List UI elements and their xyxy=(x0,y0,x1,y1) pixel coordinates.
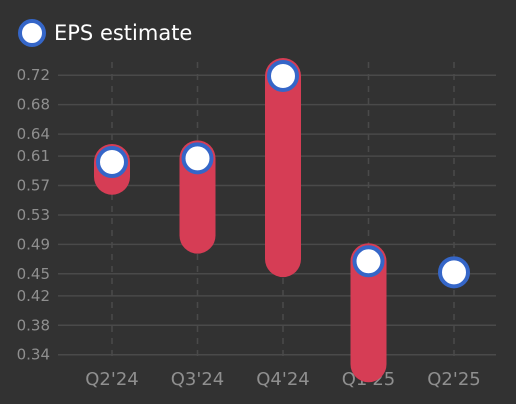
legend-label-eps: EPS estimate xyxy=(54,21,193,45)
y-tick-label: 0.72 xyxy=(17,66,50,84)
y-tick-label: 0.49 xyxy=(17,235,50,253)
y-tick-label: 0.61 xyxy=(17,147,50,165)
y-tick-label: 0.57 xyxy=(17,177,50,195)
y-tick-label: 0.53 xyxy=(17,206,50,224)
x-tick-label: Q2'24 xyxy=(85,369,138,390)
x-tick-label: Q3'24 xyxy=(171,369,224,390)
legend: EPS estimate xyxy=(18,19,192,47)
range-bar xyxy=(350,243,387,383)
legend-marker-eps xyxy=(18,19,46,47)
x-tick-label: Q4'24 xyxy=(256,369,309,390)
eps-point xyxy=(96,146,128,179)
y-tick-label: 0.34 xyxy=(17,346,50,364)
y-tick-label: 0.45 xyxy=(17,265,50,283)
eps-point xyxy=(438,256,470,289)
eps-point xyxy=(181,142,214,175)
eps-point xyxy=(267,59,299,92)
range-bar xyxy=(265,57,301,278)
y-tick-label: 0.38 xyxy=(17,316,50,334)
x-tick-label: Q2'25 xyxy=(427,369,480,390)
y-tick-label: 0.64 xyxy=(17,125,50,143)
y-tick-label: 0.42 xyxy=(17,287,50,305)
y-tick-label: 0.68 xyxy=(17,96,50,114)
eps-point xyxy=(352,245,385,278)
